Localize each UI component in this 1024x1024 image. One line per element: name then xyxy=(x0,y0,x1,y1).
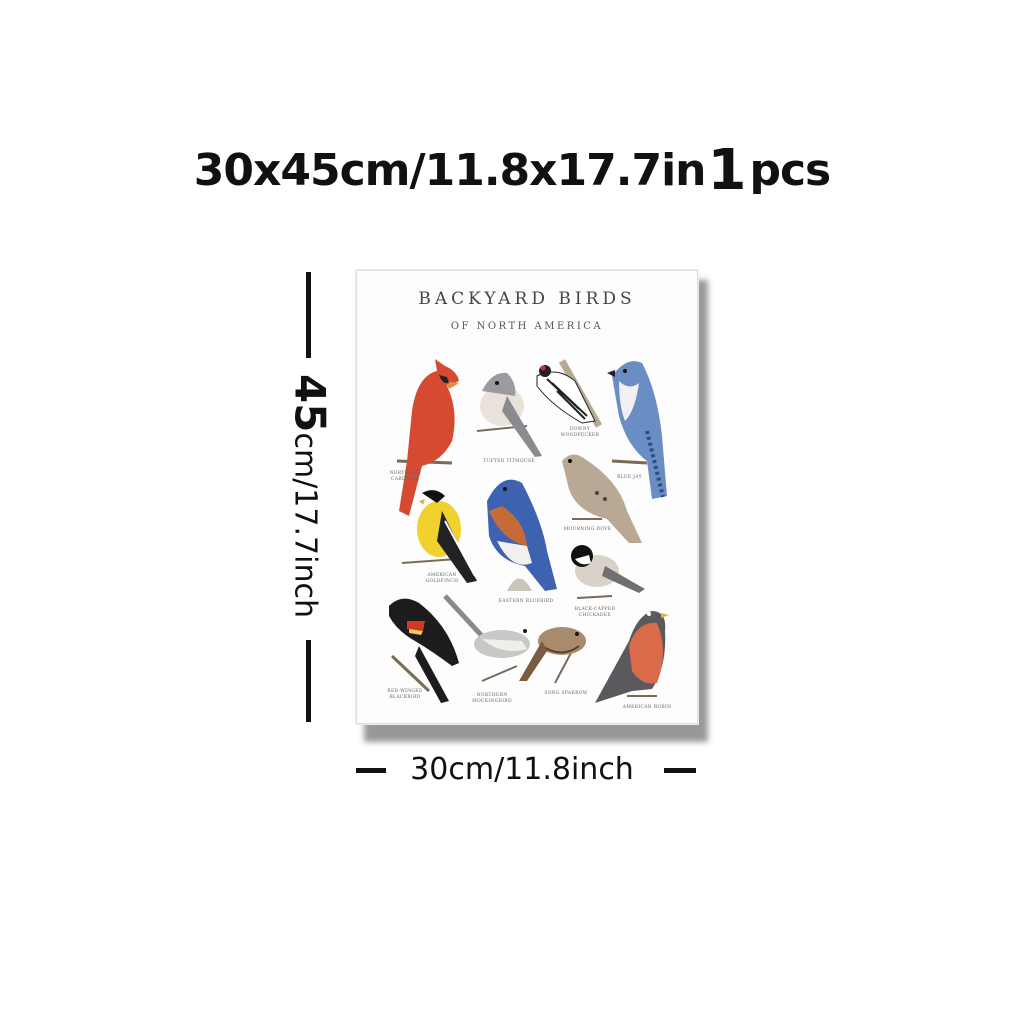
bird-label-robin: AMERICAN ROBIN xyxy=(622,705,672,710)
titmouse-illustration xyxy=(476,372,542,457)
bird-label-mockingbird: NORTHERN MOCKINGBIRD xyxy=(472,693,512,704)
bird-label-sparrow: SONG SPARROW xyxy=(544,691,588,696)
height-dimension-line-bottom xyxy=(306,640,311,722)
poster-title: BACKYARD BIRDS xyxy=(418,289,636,309)
width-dimension-line-left xyxy=(356,768,386,773)
bird-label-bluebird: EASTERN BLUEBIRD xyxy=(498,599,554,604)
bluebird-illustration xyxy=(487,479,557,591)
poster-subtitle: OF NORTH AMERICA xyxy=(450,321,604,332)
blackbird-illustration xyxy=(389,598,459,703)
dove-illustration xyxy=(562,454,642,543)
robin-illustration xyxy=(595,611,669,703)
bird-label-goldfinch: AMERICAN GOLDFINCH xyxy=(425,573,459,584)
bird-label-woodpecker: DOWNY WOODPECKER xyxy=(560,427,600,438)
width-dimension-line-right xyxy=(664,768,696,773)
quantity-unit: pcs xyxy=(749,145,831,196)
chickadee-illustration xyxy=(571,545,645,599)
height-dimension-label: 45cm/17.7inch xyxy=(286,374,335,618)
quantity-number: 1 xyxy=(707,138,747,203)
bird-label-blue-jay: BLUE JAY xyxy=(617,475,642,480)
mockingbird-illustration xyxy=(443,594,530,682)
size-text: 30x45cm/11.8x17.7in xyxy=(193,145,707,196)
bird-illustrations xyxy=(389,359,669,703)
size-headline: 30x45cm/11.8x17.7in1pcs xyxy=(0,138,1024,203)
sparrow-illustration xyxy=(519,627,586,684)
width-dimension-label: 30cm/11.8inch xyxy=(410,752,634,787)
height-dimension-unit: cm/17.7inch xyxy=(287,432,323,618)
cardinal-illustration xyxy=(396,359,459,516)
goldfinch-illustration xyxy=(401,490,477,583)
height-dimension-line-top xyxy=(306,272,311,358)
bird-label-cardinal: NORTHERN CARDINAL xyxy=(389,471,421,482)
bird-label-chickadee: BLACK-CAPPED CHICKADEE xyxy=(574,607,616,618)
woodpecker-illustration xyxy=(536,359,603,428)
height-dimension-number: 45 xyxy=(285,374,335,433)
blue-jay-illustration xyxy=(607,361,667,499)
bird-label-dove: MOURNING DOVE xyxy=(563,527,612,532)
bird-label-blackbird: RED-WINGED BLACKBIRD xyxy=(387,689,423,700)
bird-label-titmouse: TUFTED TITMOUSE xyxy=(483,459,535,464)
bird-poster: BACKYARD BIRDS OF NORTH AMERICA xyxy=(356,270,698,724)
